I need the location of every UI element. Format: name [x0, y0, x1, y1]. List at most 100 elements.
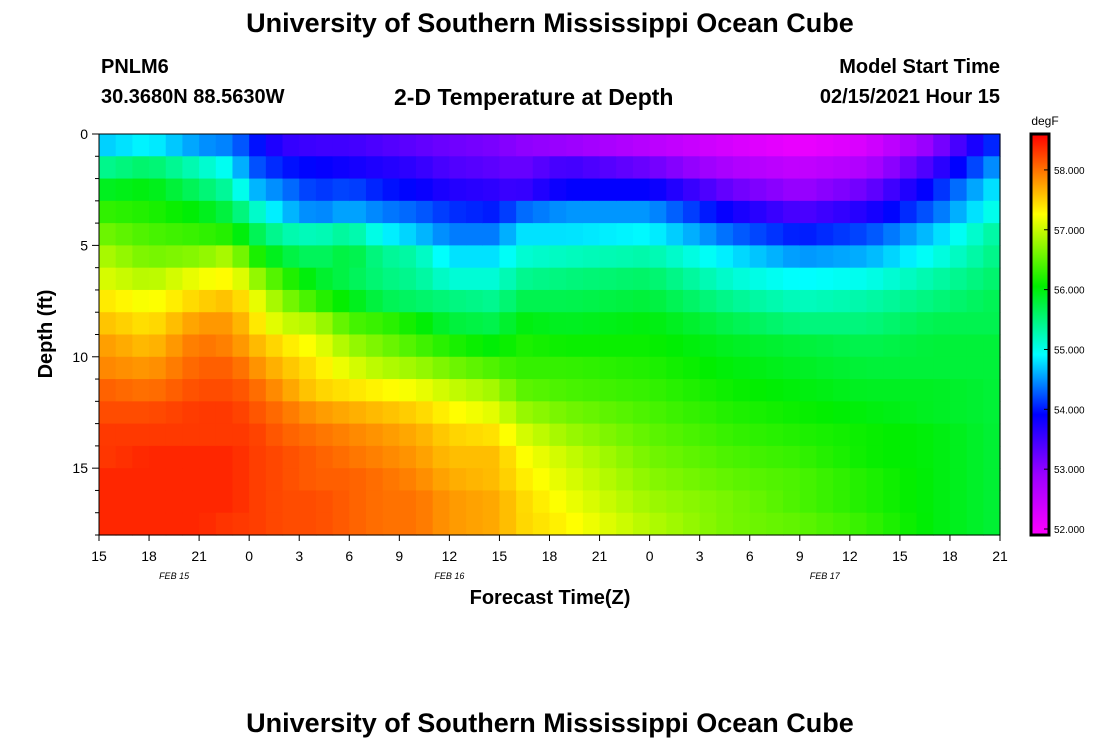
heatmap-cell [165, 468, 184, 492]
heatmap-cell [466, 289, 484, 313]
heatmap-cell [432, 156, 450, 180]
heatmap-cell [365, 134, 384, 157]
heatmap-cell [466, 267, 484, 291]
heatmap-cell [916, 178, 934, 202]
heatmap-cell [599, 200, 617, 224]
heatmap-cell [866, 200, 884, 224]
heatmap-cell [499, 178, 517, 202]
heatmap-cell [616, 445, 634, 469]
x-tick-label: 15 [91, 548, 107, 564]
heatmap-cell [365, 223, 384, 246]
heatmap-cell [766, 200, 784, 224]
heatmap-cell [115, 156, 133, 180]
heatmap-cell [349, 445, 367, 469]
heatmap-cell [566, 178, 584, 202]
heatmap-cell [516, 156, 534, 180]
heatmap-cell [215, 445, 234, 469]
heatmap-cell [315, 512, 334, 536]
heatmap-cell [466, 334, 484, 358]
heatmap-cell [315, 289, 334, 313]
heatmap-cell [382, 490, 400, 514]
heatmap-cell [749, 468, 768, 492]
heatmap-cell [749, 445, 768, 469]
heatmap-cell [265, 512, 284, 536]
heatmap-cell [332, 423, 350, 447]
heatmap-cell [616, 223, 634, 246]
heatmap-cell [132, 401, 150, 425]
heatmap-cell [182, 379, 200, 402]
heatmap-cell [349, 401, 367, 425]
heatmap-cell [616, 423, 634, 447]
heatmap-cell [599, 512, 617, 536]
heatmap-cell [499, 356, 517, 380]
heatmap-cell [399, 379, 417, 402]
heatmap-cell [716, 200, 734, 224]
heatmap-cell [99, 134, 117, 157]
heatmap-cell [399, 289, 417, 313]
heatmap-cell [766, 445, 784, 469]
heatmap-cell [749, 379, 768, 402]
heatmap-cell [983, 445, 1001, 469]
heatmap-cell [265, 334, 284, 358]
heatmap-cell [682, 267, 701, 291]
heatmap-cell [966, 356, 984, 380]
heatmap-cell [165, 134, 184, 157]
heatmap-cell [416, 156, 434, 180]
heatmap-cell [599, 245, 617, 269]
heatmap-cell [232, 423, 250, 447]
heatmap-cell [299, 223, 317, 246]
heatmap-cell [365, 490, 384, 514]
x-tick-label: 12 [442, 548, 458, 564]
heatmap-cell [399, 312, 417, 336]
heatmap-cell [532, 312, 551, 336]
heatmap-cell [282, 356, 300, 380]
heatmap-cell [733, 490, 751, 514]
heatmap-cell [482, 334, 501, 358]
heatmap-cell [365, 245, 384, 269]
heatmap-cell [332, 267, 350, 291]
heatmap-cell [215, 134, 234, 157]
heatmap-cell [265, 245, 284, 269]
heatmap-cell [516, 423, 534, 447]
heatmap-cell [966, 445, 984, 469]
heatmap-cell [966, 512, 984, 536]
heatmap-cell [966, 423, 984, 447]
heatmap-cell [799, 401, 818, 425]
heatmap-cell [682, 379, 701, 402]
heatmap-cell [682, 356, 701, 380]
heatmap-cell [382, 334, 400, 358]
heatmap-cell [666, 312, 684, 336]
heatmap-cell [332, 445, 350, 469]
heatmap-cell [349, 267, 367, 291]
heatmap-cell [99, 401, 117, 425]
heatmap-cell [599, 134, 617, 157]
heatmap-cell [699, 312, 717, 336]
heatmap-cell [682, 289, 701, 313]
heatmap-cell [549, 379, 567, 402]
heatmap-cell [115, 512, 133, 536]
heatmap-cell [866, 334, 884, 358]
heatmap-cell [532, 401, 551, 425]
heatmap-cell [182, 356, 200, 380]
heatmap-cell [315, 423, 334, 447]
heatmap-cell [749, 512, 768, 536]
heatmap-cell [466, 200, 484, 224]
heatmap-cell [432, 423, 450, 447]
heatmap-cell [399, 334, 417, 358]
heatmap-cell [315, 267, 334, 291]
heatmap-cell [833, 423, 851, 447]
heatmap-cell [599, 267, 617, 291]
heatmap-cell [549, 423, 567, 447]
heatmap-cell [883, 490, 901, 514]
heatmap-cell [816, 178, 834, 202]
heatmap-cell [382, 223, 400, 246]
heatmap-cell [916, 490, 934, 514]
heatmap-cell [899, 223, 918, 246]
heatmap-cell [382, 468, 400, 492]
heatmap-cell [799, 312, 818, 336]
heatmap-cell [382, 512, 400, 536]
heatmap-cell [899, 490, 918, 514]
heatmap-cell [232, 490, 250, 514]
heatmap-cell [566, 401, 584, 425]
heatmap-cell [632, 468, 651, 492]
